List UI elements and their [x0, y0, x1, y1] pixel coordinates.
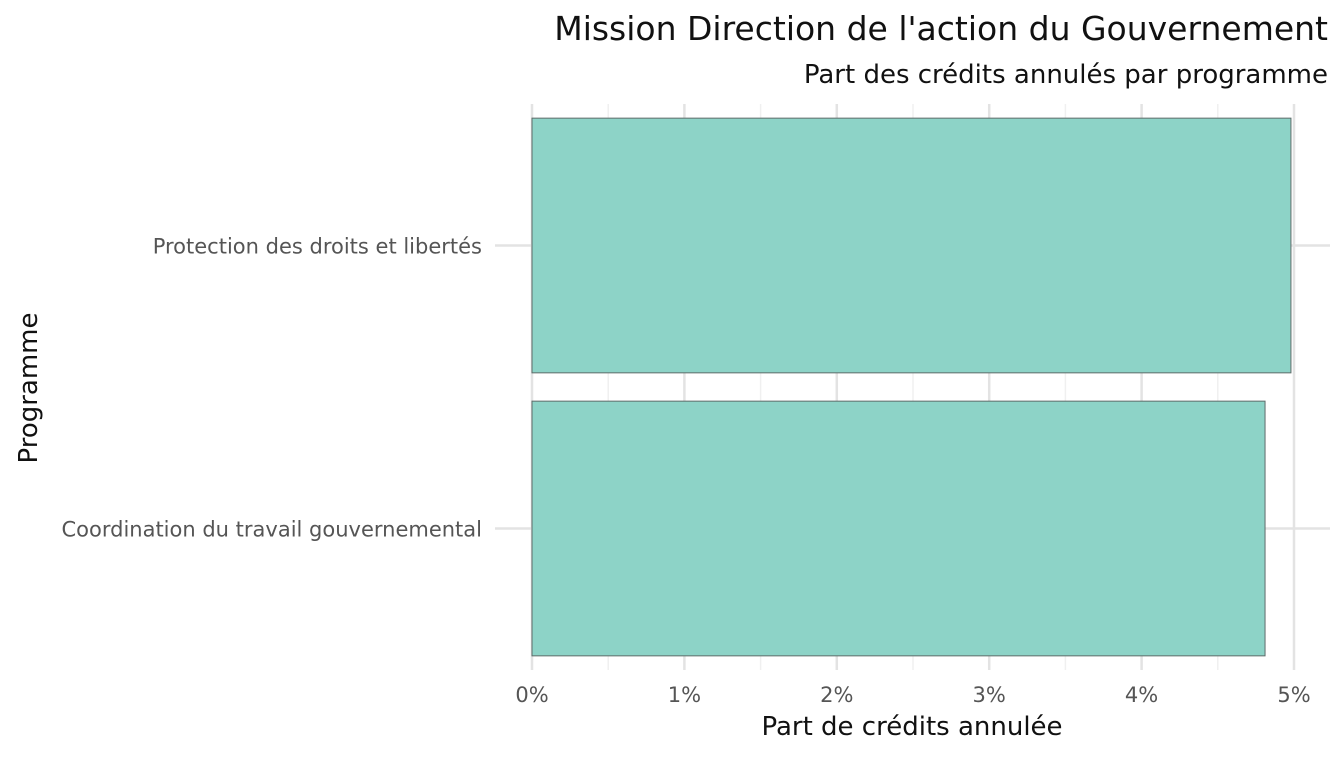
bar [531, 117, 1292, 374]
labels: Mission Direction de l'action du Gouvern… [14, 9, 1328, 742]
x-tick-label: 0% [515, 683, 548, 707]
y-tick-label: Protection des droits et libertés [153, 235, 482, 259]
bars [531, 117, 1292, 657]
x-axis-title: Part de crédits annulée [761, 712, 1062, 742]
x-tick-label: 4% [1125, 683, 1158, 707]
x-tick-label: 5% [1277, 683, 1310, 707]
chart-subtitle: Part des crédits annulés par programme [804, 60, 1328, 90]
y-axis-title: Programme [14, 312, 44, 463]
bar [531, 400, 1266, 657]
y-tick-label: Coordination du travail gouvernemental [61, 518, 482, 542]
x-tick-label: 2% [820, 683, 853, 707]
x-tick-label: 1% [668, 683, 701, 707]
chart-title: Mission Direction de l'action du Gouvern… [554, 9, 1328, 48]
x-tick-label: 3% [973, 683, 1006, 707]
